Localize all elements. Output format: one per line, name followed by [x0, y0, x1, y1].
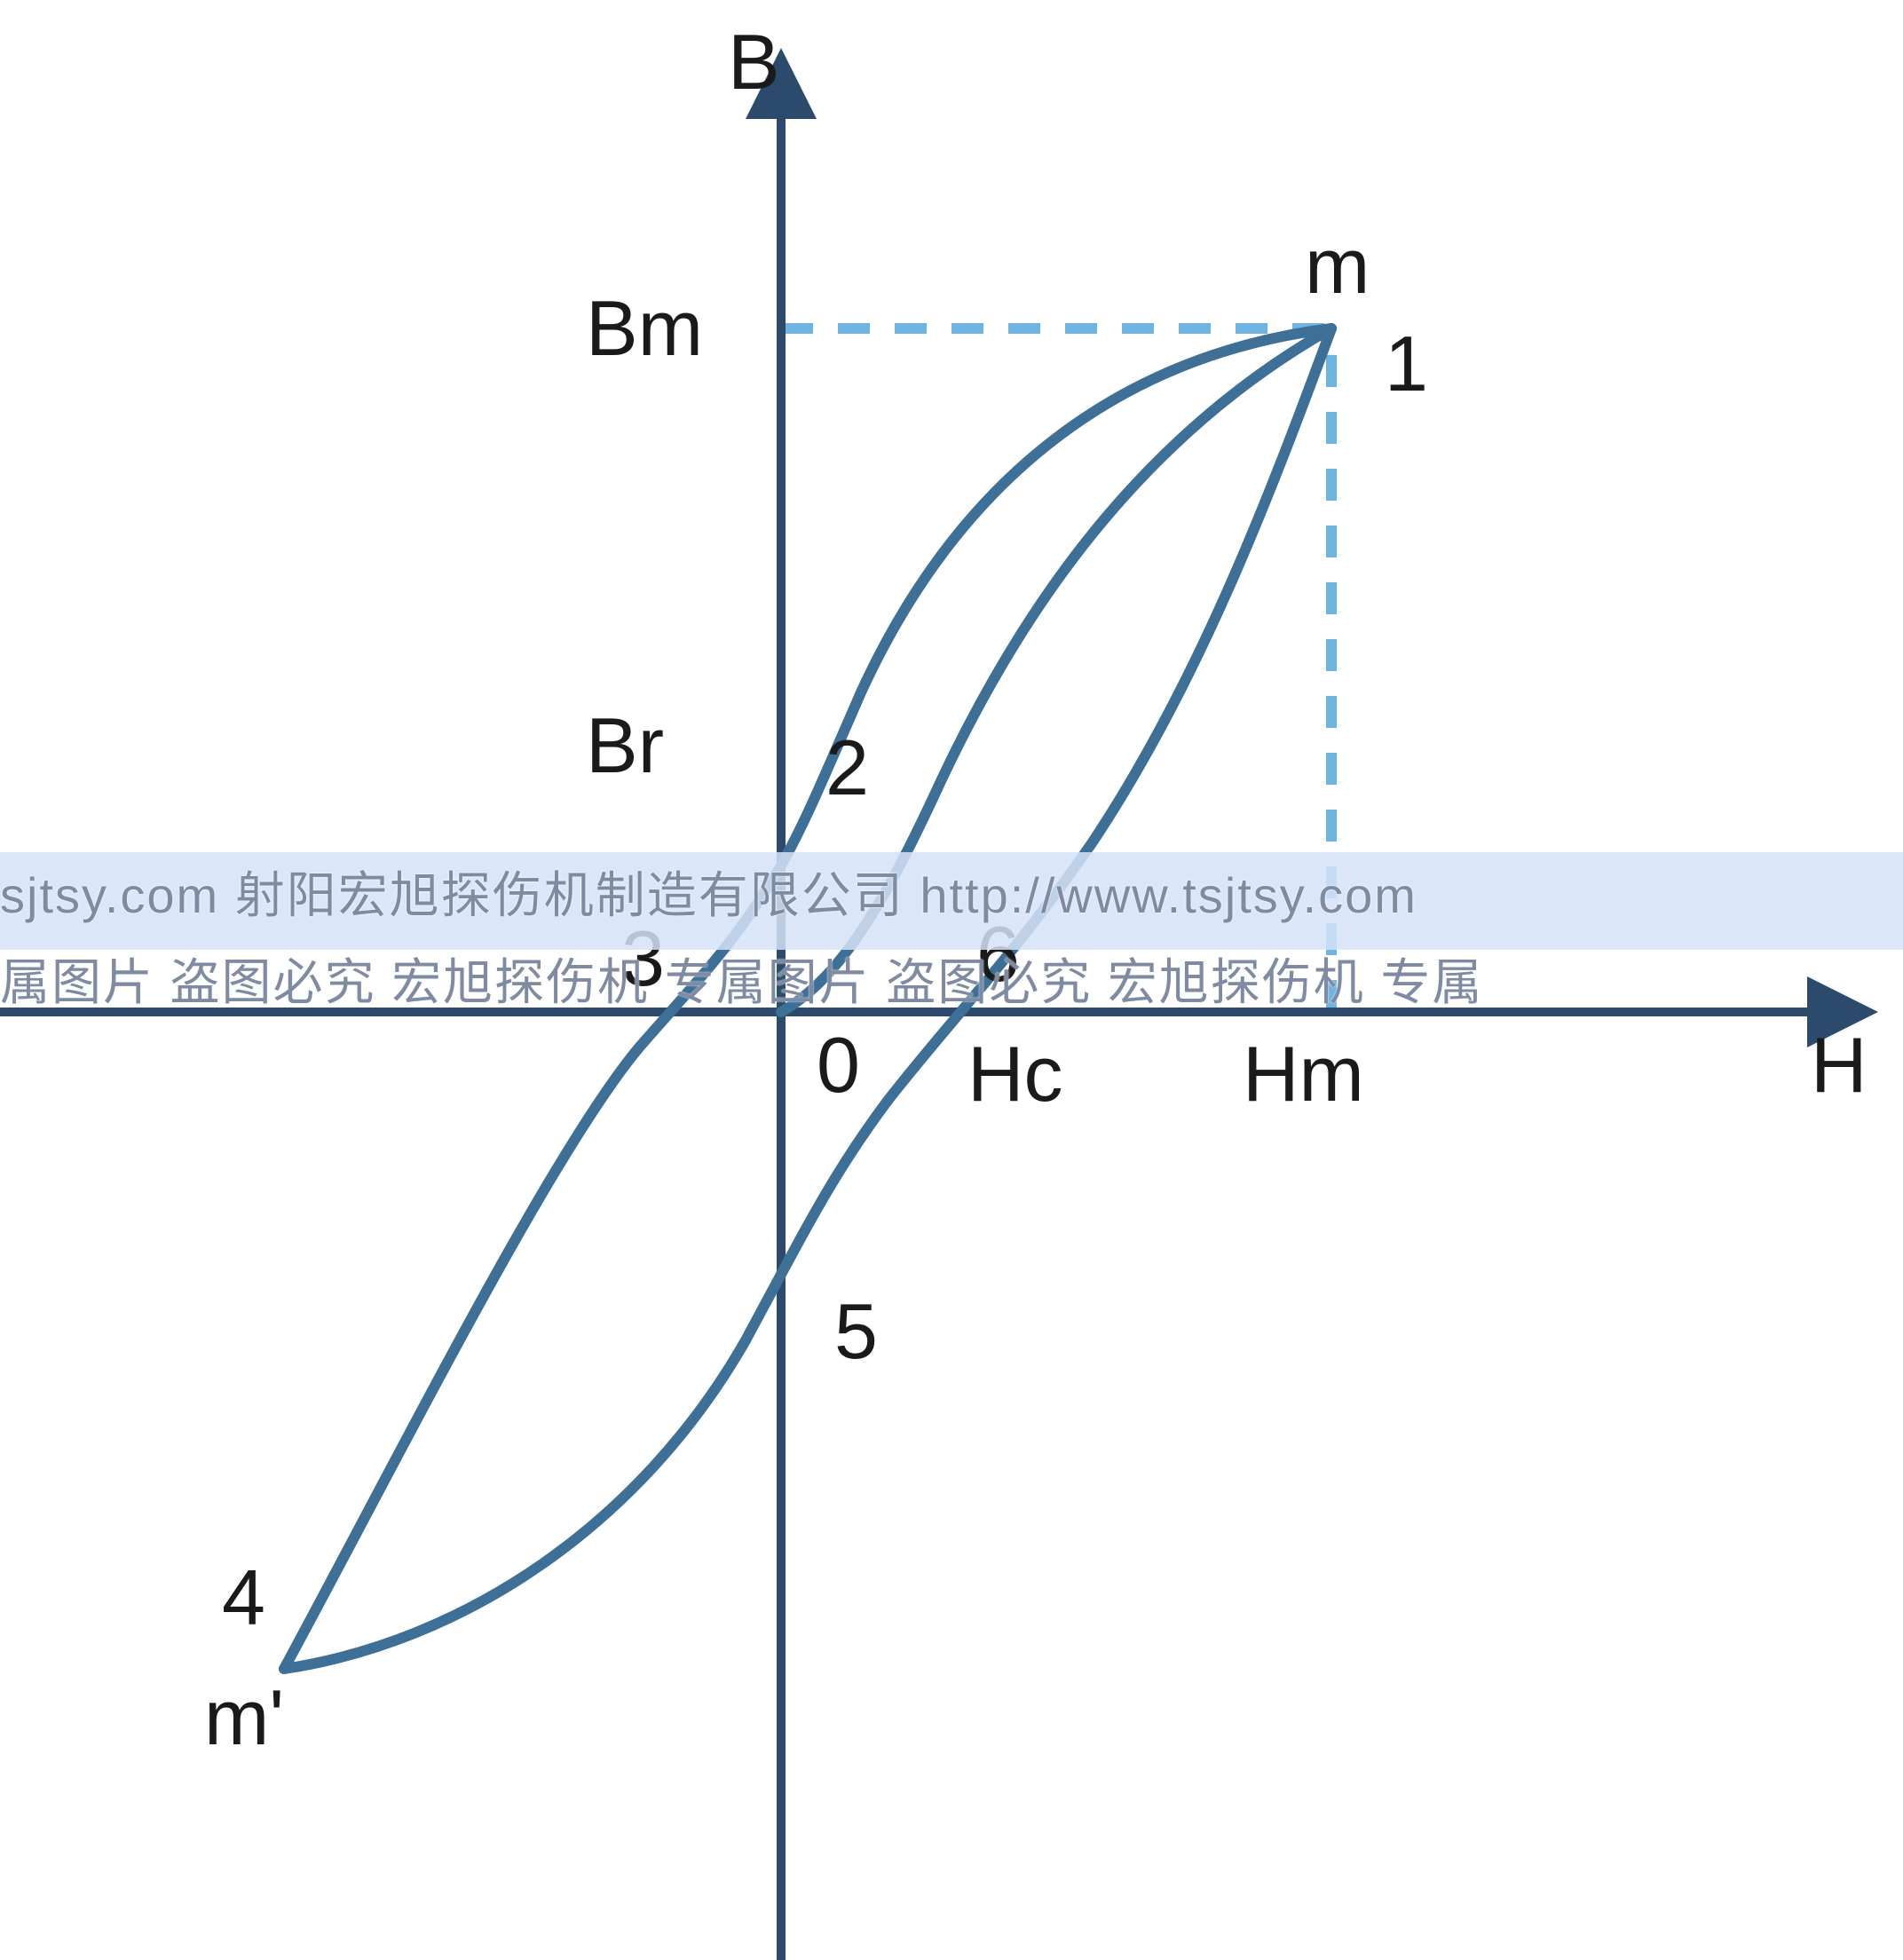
label-Br: Br: [586, 701, 664, 789]
axis-label-H: H: [1811, 1021, 1867, 1109]
label-2: 2: [825, 723, 869, 811]
label-m: m: [1305, 222, 1370, 310]
watermark-line-1: sjtsy.com 射阳宏旭探伤机制造有限公司 http://www.tsjts…: [0, 856, 1903, 928]
axis-label-B: B: [728, 18, 780, 106]
label-origin: 0: [817, 1021, 860, 1109]
label-Hm: Hm: [1243, 1030, 1364, 1118]
watermark-line-2: 属图片 盗图必究 宏旭探伤机 专属图片 盗图必究 宏旭探伤机 专属: [0, 943, 1903, 1015]
label-5: 5: [834, 1287, 878, 1375]
label-4: 4: [222, 1553, 265, 1641]
label-m-prime: m': [204, 1673, 284, 1761]
label-1: 1: [1385, 320, 1428, 407]
label-Bm: Bm: [586, 284, 703, 372]
label-Hc: Hc: [967, 1030, 1063, 1118]
